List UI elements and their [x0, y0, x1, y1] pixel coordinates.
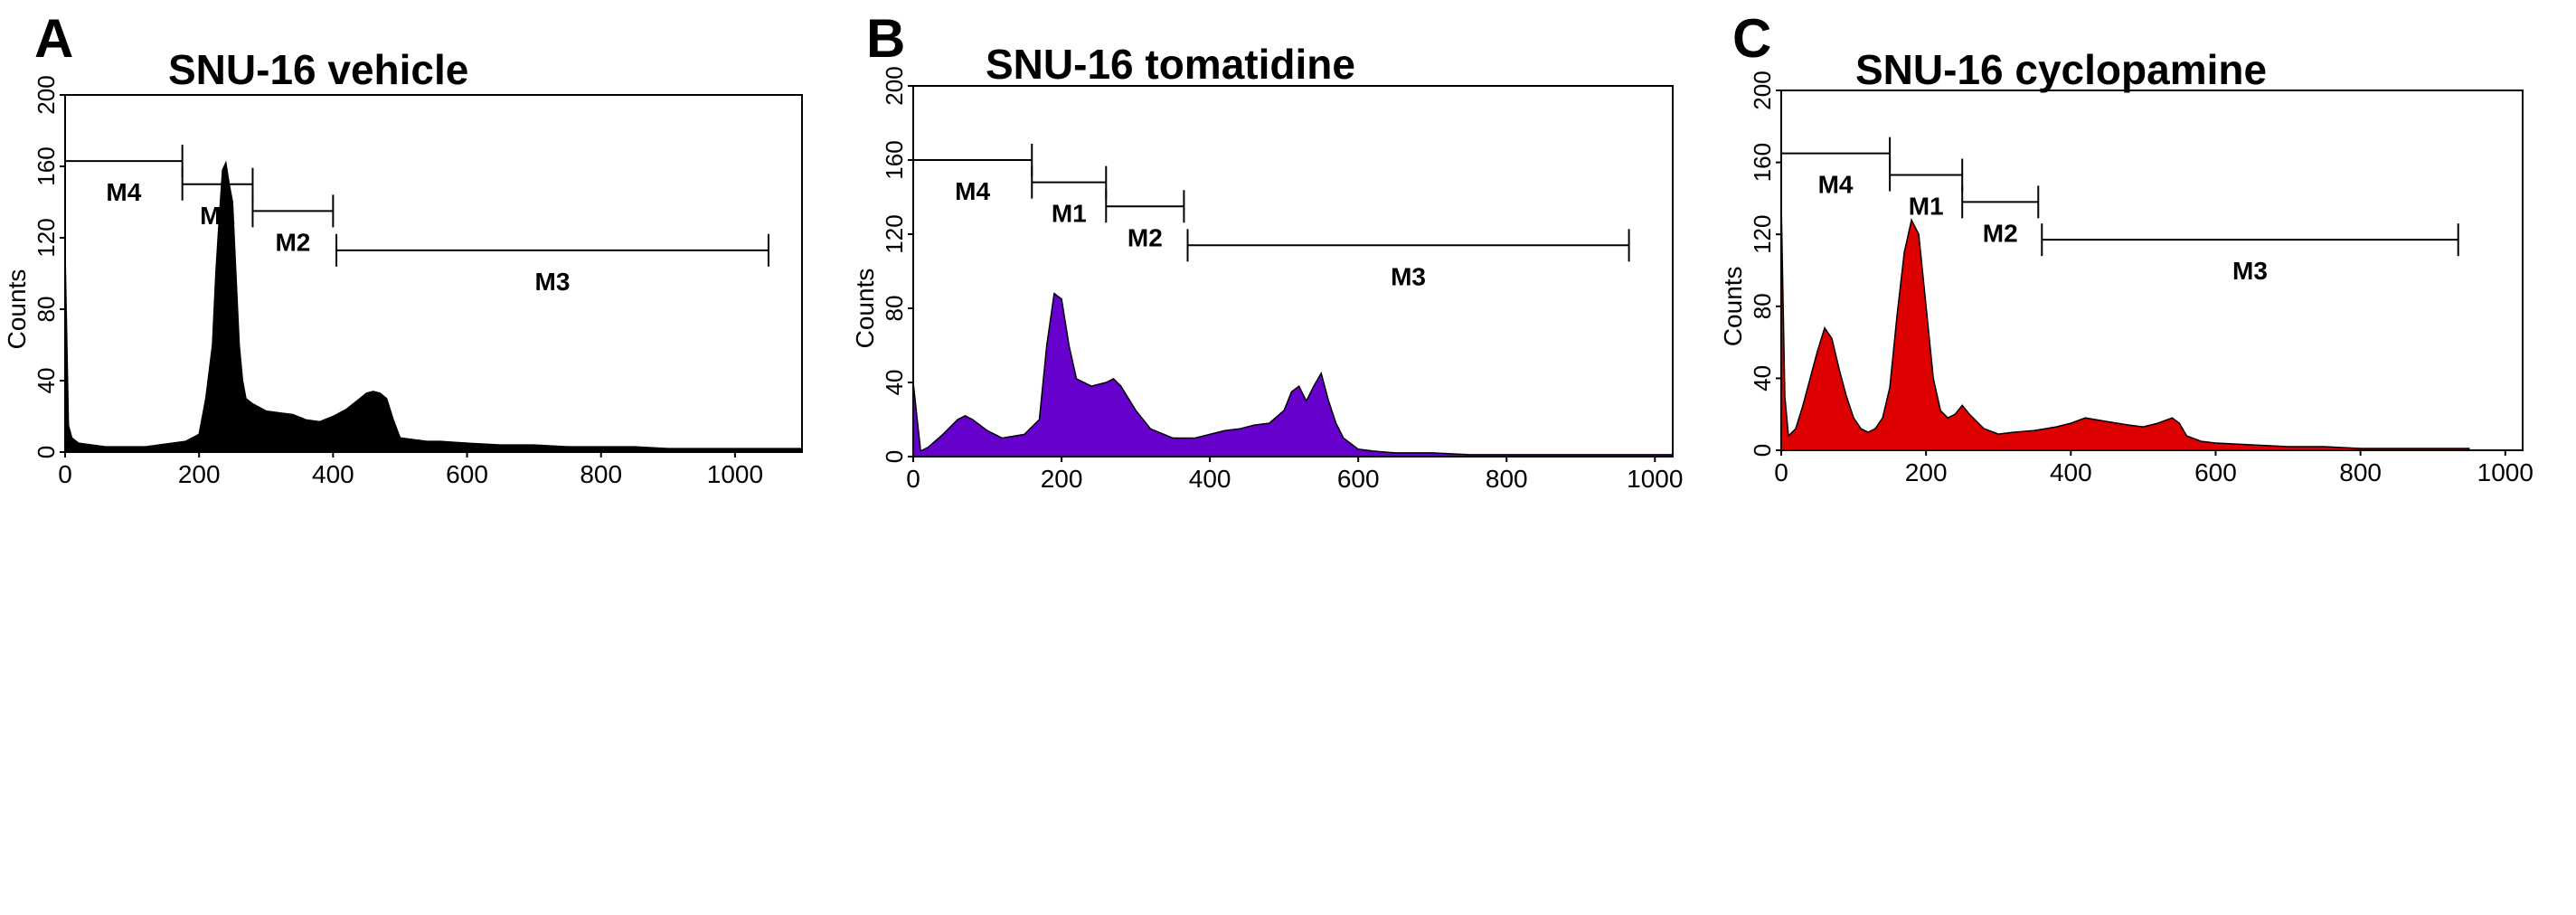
gate-label: M3	[535, 268, 571, 296]
y-tick-label: 200	[1749, 71, 1776, 109]
y-tick-label: 200	[881, 66, 908, 105]
histogram-plot: 0 40 80 120 160 200 0 200 400 600 800 1000 Counts M4 M…	[3, 75, 803, 488]
gate-label: M4	[1818, 171, 1854, 199]
y-tick-label: 80	[881, 296, 908, 322]
y-tick-label: 0	[881, 450, 908, 463]
x-tick-label: 200	[1905, 458, 1948, 486]
y-tick-label: 40	[33, 368, 60, 394]
y-tick-label: 80	[33, 297, 60, 323]
chart-title: SNU-16 cyclopamine	[1855, 46, 2268, 93]
y-tick-label: 160	[33, 146, 60, 185]
gate-label: M1	[1052, 200, 1087, 228]
y-tick-label: 0	[33, 446, 60, 458]
y-tick-label: 0	[1749, 444, 1776, 457]
y-tick-label: 40	[881, 370, 908, 396]
gate-label: M4	[106, 178, 141, 206]
histogram-area	[64, 160, 803, 453]
y-axis-label: Counts	[851, 269, 879, 349]
x-tick-label: 800	[580, 460, 622, 488]
chart-title: SNU-16 vehicle	[168, 46, 469, 93]
histogram-plot: 0 40 80 120 160 200 0 200 400 600 800 1000 Counts M4 M…	[1719, 71, 2534, 486]
y-tick-label: 80	[1749, 293, 1776, 319]
x-tick-label: 800	[2339, 458, 2382, 486]
x-tick-label: 0	[58, 460, 72, 488]
x-tick-label: 200	[178, 460, 221, 488]
x-tick-label: 1000	[2477, 458, 2534, 486]
x-tick-label: 200	[1041, 465, 1083, 493]
panel-label: A	[34, 8, 74, 69]
y-axis-label: Counts	[1719, 266, 1747, 346]
gate-label: M4	[955, 177, 990, 205]
y-tick-label: 160	[1749, 143, 1776, 182]
y-axis-label: Counts	[3, 269, 31, 350]
gate-label: M3	[1391, 262, 1426, 290]
y-tick-label: 40	[1749, 365, 1776, 391]
histogram-plot: 0 40 80 120 160 200 0 200 400 600 800 1000 Counts M4 M…	[851, 66, 1683, 493]
panel-label: B	[866, 8, 906, 69]
panel-b: B SNU-16 tomatidine 0 40 80 120 160 200 0 200 40…	[850, 0, 1718, 915]
x-tick-label: 0	[1774, 458, 1788, 486]
x-tick-label: 600	[1337, 465, 1380, 493]
x-tick-label: 800	[1486, 465, 1528, 493]
x-tick-label: 1000	[707, 460, 763, 488]
x-tick-label: 1000	[1627, 465, 1683, 493]
gate-label: M2	[1128, 223, 1163, 251]
x-tick-label: 0	[906, 465, 920, 493]
gate-label: M1	[200, 202, 235, 230]
y-tick-label: 120	[1749, 215, 1776, 254]
y-tick-label: 160	[881, 140, 908, 179]
x-tick-label: 400	[1189, 465, 1231, 493]
panel-a: A SNU-16 vehicle 0 40 80 120 160 200 0 200 400 60…	[0, 0, 850, 915]
y-tick-label: 200	[33, 75, 60, 114]
chart-title: SNU-16 tomatidine	[986, 41, 1355, 88]
panel-c: C SNU-16 cyclopamine 0 40 80 120 160 200 0 200 4…	[1718, 0, 2576, 915]
x-tick-label: 400	[2050, 458, 2092, 486]
gate-label: M1	[1909, 193, 1944, 221]
gate-label: M2	[275, 228, 310, 256]
x-tick-label: 600	[2194, 458, 2237, 486]
y-tick-label: 120	[33, 218, 60, 257]
y-tick-label: 120	[881, 214, 908, 253]
x-tick-label: 600	[446, 460, 488, 488]
panel-label: C	[1732, 8, 1772, 69]
gate-label: M3	[2232, 257, 2268, 285]
histogram-area	[912, 292, 1674, 458]
histogram-area	[1780, 202, 2470, 451]
x-tick-label: 400	[312, 460, 354, 488]
gate-label: M2	[1983, 219, 2018, 247]
plot-frame	[64, 94, 803, 453]
